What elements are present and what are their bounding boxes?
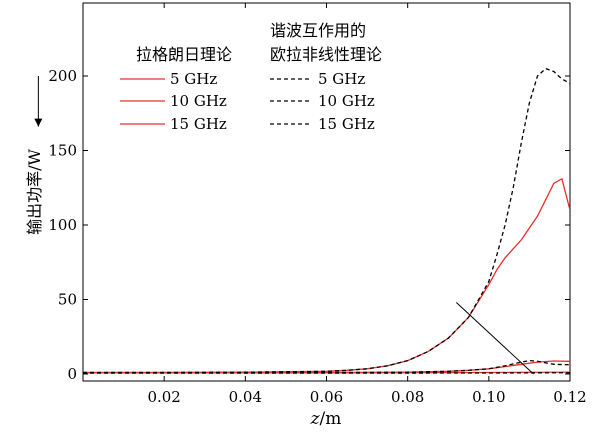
x-tick-label: 0.02 <box>147 388 180 406</box>
legend-label-euler: 10 GHz <box>318 92 375 110</box>
x-axis-label-var: z <box>310 409 321 429</box>
y-axis-ticks: 0 50 100 150 200 <box>48 67 570 383</box>
series-layer <box>83 67 570 374</box>
legend-label-euler: 5 GHz <box>318 70 365 88</box>
legend-group2-title-line1: 谐波互作用的 <box>270 21 366 40</box>
legend-group2-title-line2: 欧拉非线性理论 <box>270 45 382 64</box>
series-line-euler-5ghz <box>83 67 570 374</box>
legend-label-euler: 15 GHz <box>318 115 375 133</box>
x-axis-label: z/m <box>310 409 342 429</box>
x-axis-ticks: 0.02 0.04 0.06 0.08 0.10 0.12 <box>147 3 587 406</box>
x-axis-label-unit: /m <box>320 409 342 429</box>
x-tick-label: 0.04 <box>229 388 262 406</box>
series-line-euler-10ghz <box>83 359 570 374</box>
x-tick-label: 0.12 <box>553 388 586 406</box>
y-tick-label: 50 <box>58 291 77 309</box>
x-tick-label: 0.08 <box>391 388 424 406</box>
annotation-layer <box>34 76 534 375</box>
x-tick-label: 0.10 <box>472 388 505 406</box>
y-tick-label: 150 <box>48 142 77 160</box>
legend-label-lagrange: 15 GHz <box>170 115 227 133</box>
legend: 拉格朗日理论 谐波互作用的 欧拉非线性理论 5 GHz 5 GHz 10 GHz 10… <box>120 21 382 133</box>
y-axis-label: 输出功率/W <box>25 149 44 235</box>
x-tick-label: 0.06 <box>310 388 343 406</box>
legend-label-lagrange: 5 GHz <box>170 70 217 88</box>
y-tick-label: 0 <box>67 365 77 383</box>
legend-group1-title: 拉格朗日理论 <box>136 45 232 64</box>
legend-label-lagrange: 10 GHz <box>170 92 227 110</box>
series-line-lagrange-5ghz <box>83 177 570 374</box>
y-tick-label: 200 <box>48 67 77 85</box>
annotation-line <box>456 302 534 375</box>
arrow-head-icon <box>34 118 43 127</box>
y-tick-label: 100 <box>48 216 77 234</box>
